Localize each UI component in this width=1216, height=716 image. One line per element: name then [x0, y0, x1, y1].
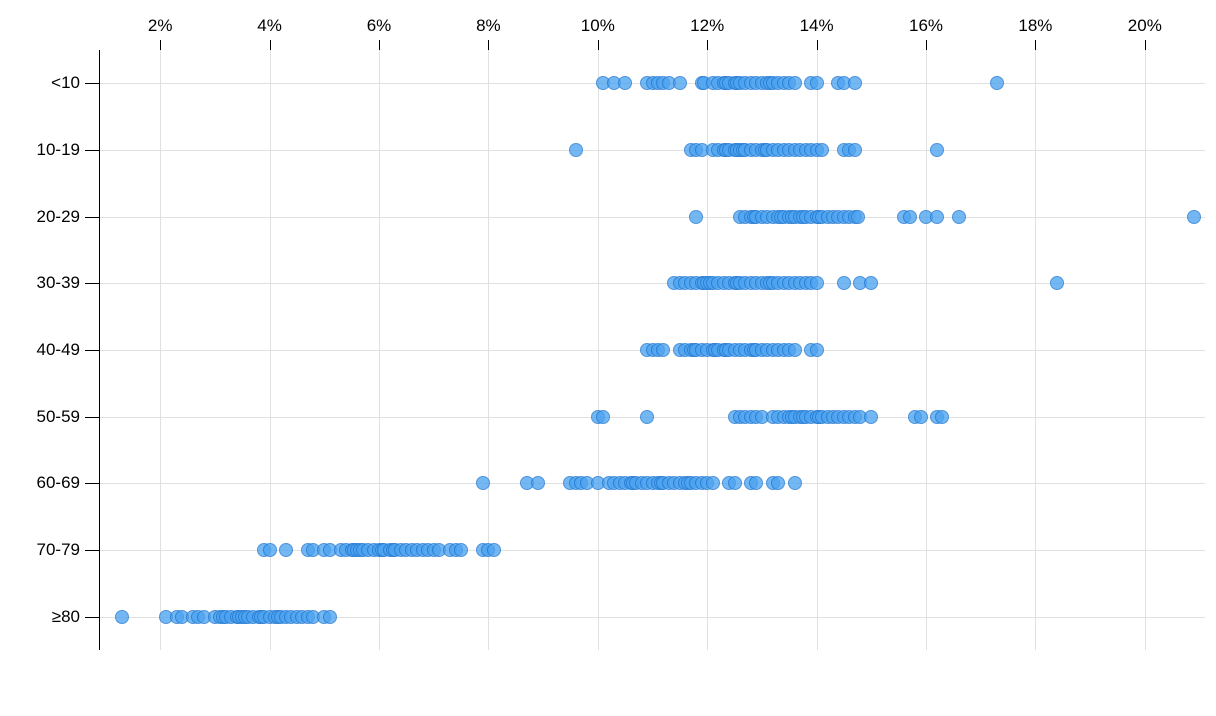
y-tick-label: 70-79 — [37, 540, 80, 560]
data-point — [935, 410, 949, 424]
y-tick — [85, 83, 100, 84]
x-tick-label: 2% — [148, 16, 173, 36]
x-tick-label: 4% — [257, 16, 282, 36]
y-tick — [85, 483, 100, 484]
data-point — [279, 543, 293, 557]
y-tick-label: <10 — [51, 73, 80, 93]
x-tick-label: 12% — [690, 16, 724, 36]
data-point — [810, 343, 824, 357]
y-grid-line — [100, 217, 1205, 218]
y-tick — [85, 217, 100, 218]
data-point — [569, 143, 583, 157]
data-point — [848, 76, 862, 90]
strip-plot-chart: 2% 4% 6% 8% 10% 12% 14% 16% 18% 20% <10 10-19 20-29 3… — [0, 0, 1216, 716]
data-point — [323, 610, 337, 624]
y-tick-label: 60-69 — [37, 473, 80, 493]
y-grid-line — [100, 283, 1205, 284]
data-point — [531, 476, 545, 490]
data-point — [788, 476, 802, 490]
y-grid-line — [100, 150, 1205, 151]
data-point — [810, 76, 824, 90]
x-tick — [926, 40, 927, 50]
data-point — [596, 410, 610, 424]
data-point — [851, 210, 865, 224]
x-tick — [270, 40, 271, 50]
x-tick — [379, 40, 380, 50]
data-point — [263, 543, 277, 557]
data-point — [930, 143, 944, 157]
data-point — [1187, 210, 1201, 224]
data-point — [706, 476, 720, 490]
x-tick-label: 18% — [1018, 16, 1052, 36]
x-tick — [488, 40, 489, 50]
data-point — [864, 410, 878, 424]
x-tick — [598, 40, 599, 50]
data-point — [990, 76, 1004, 90]
x-tick-label: 6% — [367, 16, 392, 36]
data-point — [837, 276, 851, 290]
x-tick-label: 14% — [800, 16, 834, 36]
data-point — [618, 76, 632, 90]
data-point — [476, 476, 490, 490]
data-point — [487, 543, 501, 557]
data-point — [952, 210, 966, 224]
x-tick-label: 20% — [1128, 16, 1162, 36]
data-point — [728, 476, 742, 490]
data-point — [115, 610, 129, 624]
y-tick — [85, 350, 100, 351]
y-tick-label: 30-39 — [37, 273, 80, 293]
x-tick — [160, 40, 161, 50]
y-tick — [85, 550, 100, 551]
x-tick — [817, 40, 818, 50]
data-point — [788, 343, 802, 357]
y-tick-label: 40-49 — [37, 340, 80, 360]
x-tick — [1145, 40, 1146, 50]
x-tick — [707, 40, 708, 50]
data-point — [788, 76, 802, 90]
data-point — [864, 276, 878, 290]
y-tick — [85, 617, 100, 618]
data-point — [771, 476, 785, 490]
data-point — [815, 143, 829, 157]
data-point — [640, 410, 654, 424]
data-point — [673, 76, 687, 90]
data-point — [848, 143, 862, 157]
data-point — [903, 210, 917, 224]
data-point — [1050, 276, 1064, 290]
data-point — [930, 210, 944, 224]
x-tick-label: 16% — [909, 16, 943, 36]
data-point — [689, 210, 703, 224]
data-point — [749, 476, 763, 490]
data-point — [656, 343, 670, 357]
data-point — [454, 543, 468, 557]
y-tick — [85, 150, 100, 151]
x-tick-label: 10% — [581, 16, 615, 36]
y-tick-label: 20-29 — [37, 207, 80, 227]
y-tick — [85, 283, 100, 284]
y-tick-label: 10-19 — [37, 140, 80, 160]
data-point — [810, 276, 824, 290]
data-point — [914, 410, 928, 424]
y-tick — [85, 417, 100, 418]
y-tick-label: 50-59 — [37, 407, 80, 427]
x-tick-label: 8% — [476, 16, 501, 36]
x-tick — [1035, 40, 1036, 50]
y-tick-label: ≥80 — [52, 607, 80, 627]
